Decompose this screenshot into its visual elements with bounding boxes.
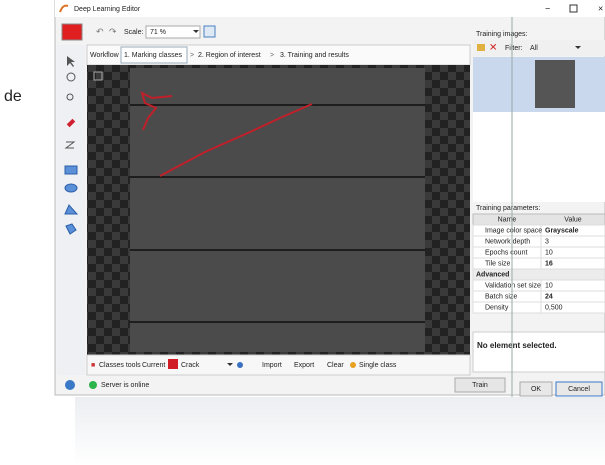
ellipse-tool[interactable] — [64, 183, 78, 193]
title-bar — [55, 0, 605, 17]
solar-panel-image — [130, 68, 425, 352]
header-cell: Name — [498, 216, 517, 223]
param-value: 0,500 — [545, 304, 563, 311]
images-list — [473, 112, 605, 202]
train-button-label: Train — [472, 382, 488, 389]
export-button[interactable]: Export — [294, 362, 314, 369]
tab[interactable]: 3. Training and results — [280, 52, 349, 59]
import-button[interactable]: Import — [262, 362, 282, 369]
dropdown-arrow — [193, 30, 199, 33]
param-value: Grayscale — [545, 227, 579, 234]
param-name: Image color space — [485, 227, 542, 234]
images-toolbar — [473, 40, 605, 56]
select-tool[interactable] — [67, 56, 75, 67]
dropdown-arrow — [227, 363, 233, 366]
color-swatch[interactable] — [61, 23, 83, 41]
zoom-tool[interactable] — [66, 93, 74, 101]
magic-tool[interactable] — [65, 223, 77, 235]
param-value: 24 — [545, 293, 553, 300]
image-thumbnail — [535, 60, 575, 108]
classes-icon: ■ — [91, 362, 95, 369]
classes-tools[interactable]: Classes tools — [99, 362, 141, 369]
table-row — [472, 301, 605, 314]
current-class[interactable]: Crack — [181, 362, 200, 369]
header-cell: Value — [564, 216, 581, 223]
pen-tool[interactable] — [66, 118, 76, 128]
tool-icons — [64, 56, 79, 235]
workflow-label: Workflow — [90, 52, 120, 59]
dropdown-arrow — [575, 46, 581, 49]
param-value: 16 — [545, 260, 553, 267]
scale-dropdown[interactable] — [145, 25, 201, 39]
param-value: 3 — [545, 238, 549, 245]
filter-label: Filter: — [505, 45, 523, 52]
section-label: Advanced — [476, 271, 509, 278]
filter-value[interactable]: All — [530, 45, 538, 52]
scale-value: 71 % — [150, 29, 166, 36]
polygon-tool[interactable] — [64, 204, 79, 215]
tab-separator: > — [270, 52, 274, 59]
help-icon[interactable] — [65, 380, 75, 390]
clear-button[interactable]: Clear — [327, 362, 344, 369]
window-title: Deep Learning Editor — [74, 6, 141, 13]
bottom-toolbar — [86, 354, 471, 376]
param-value: 10 — [545, 282, 553, 289]
cancel-button[interactable] — [555, 381, 603, 397]
parameters-label: Training parameters: — [476, 205, 540, 212]
tab-separator: > — [190, 52, 194, 59]
undo-icon[interactable]: ↶ — [96, 26, 104, 36]
class-color — [168, 359, 178, 369]
mode-icon — [350, 362, 356, 368]
tab[interactable]: 2. Region of interest — [198, 52, 261, 59]
erase-tool[interactable] — [64, 141, 76, 149]
param-name: Network depth — [485, 238, 530, 245]
parameters-table: Name Value Image color space Grayscale Netwo… — [472, 213, 605, 314]
canvas-checkbox[interactable] — [93, 71, 103, 81]
mode-dropdown[interactable]: Single class — [359, 362, 397, 369]
scale-label: Scale: — [124, 29, 144, 36]
background-text: de — [4, 88, 22, 105]
train-button[interactable] — [454, 377, 506, 393]
fit-button[interactable] — [203, 25, 216, 38]
redo-icon[interactable]: ↷ — [109, 26, 117, 36]
ok-label: OK — [531, 386, 541, 393]
param-name: Epochs count — [485, 249, 527, 256]
close-button[interactable]: × — [598, 3, 603, 13]
param-value: 10 — [545, 249, 553, 256]
rect-tool[interactable] — [64, 165, 78, 175]
current-label: Current — [142, 362, 165, 369]
param-name: Density — [485, 304, 509, 311]
table-header — [472, 213, 605, 226]
crack-annotation — [159, 103, 313, 177]
selection-text: No element selected. — [477, 341, 557, 350]
settings-icon[interactable] — [237, 362, 243, 368]
tab[interactable]: 1. Marking classes — [124, 52, 182, 59]
param-name: Tile size — [485, 260, 511, 267]
status-dot — [89, 381, 97, 389]
param-name: Batch size — [485, 293, 517, 300]
selection-box — [472, 331, 605, 373]
reflection — [75, 397, 605, 465]
panel-busbars — [130, 104, 425, 323]
crack-annotation — [140, 91, 173, 131]
status-text: Server is online — [101, 382, 149, 389]
ok-button[interactable] — [519, 381, 553, 397]
cancel-label: Cancel — [568, 386, 590, 393]
app-icon — [59, 4, 69, 13]
training-images-label: Training images: — [476, 31, 528, 38]
param-name: Validation set size — [485, 282, 541, 289]
open-folder-icon[interactable] — [477, 44, 485, 51]
delete-icon[interactable]: ✕ — [489, 43, 497, 54]
maximize-button[interactable] — [569, 4, 578, 13]
pan-tool[interactable] — [66, 72, 76, 82]
tab-active[interactable] — [120, 46, 188, 64]
minimize-button[interactable]: − — [545, 3, 550, 13]
